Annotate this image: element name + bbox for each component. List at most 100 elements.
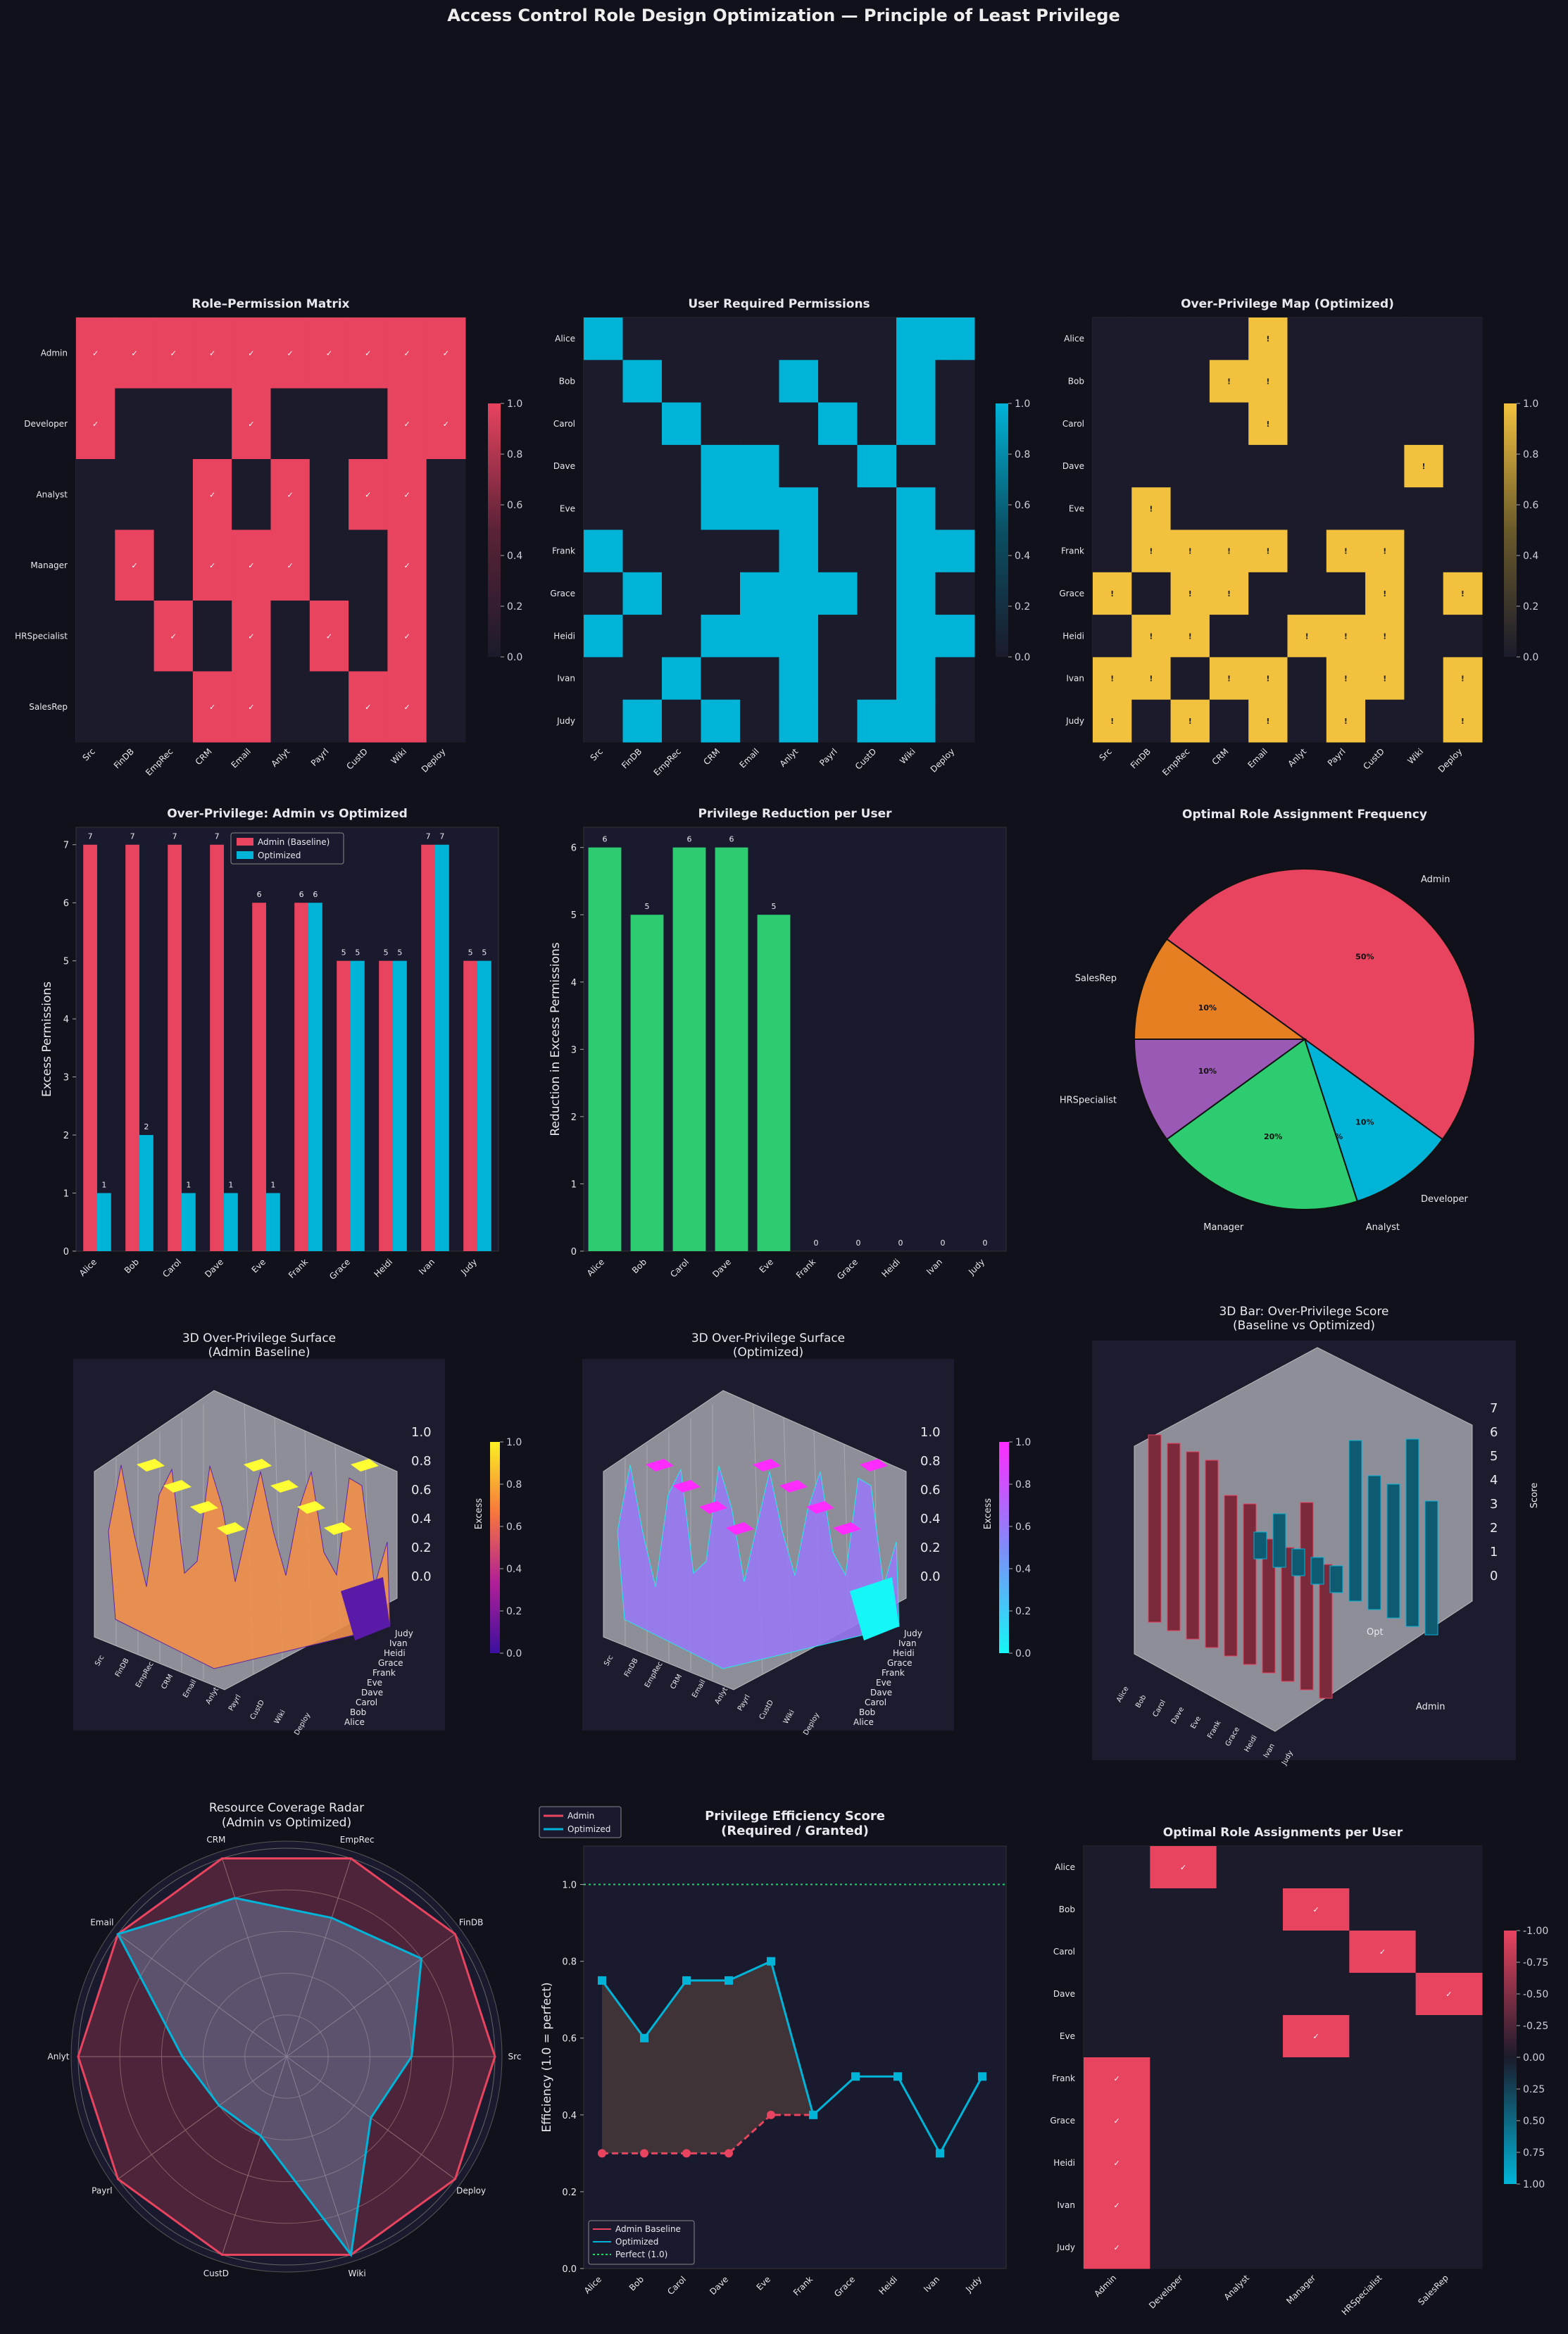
over_privilege_map-xtick-label: CRM (1210, 746, 1231, 767)
assignments-cell (1084, 2057, 1150, 2100)
over_privilege_map-cell (1287, 572, 1327, 615)
over_privilege_map-cell (1093, 360, 1132, 403)
bar3d-title: 3D Bar: Over-Privilege Score (1219, 1305, 1388, 1319)
xtick-label: Dave (708, 2274, 730, 2297)
efficiency-gap-area (602, 1961, 813, 2154)
role_matrix-cell (76, 318, 115, 389)
ztick-label: 1.0 (920, 1425, 941, 1440)
user_required-cell (779, 487, 819, 530)
over_privilege_map-cell (1404, 402, 1444, 446)
assignments-colorbar-tick-label: 0.00 (1523, 2052, 1545, 2064)
over_privilege_map-cell-marker: ! (1461, 589, 1464, 598)
over_privilege_map-cell (1248, 572, 1288, 615)
assignments-ytick-label: Grace (1050, 2116, 1075, 2126)
user_required-cell (857, 615, 897, 658)
z-axis-label: Score (1529, 1483, 1540, 1508)
user_required-colorbar-tick-label: 0.8 (1015, 449, 1030, 460)
over_privilege_map-cell (1443, 572, 1483, 615)
user_required-cell (779, 318, 819, 360)
optimized-point (640, 2033, 648, 2043)
user_required-cell (857, 360, 897, 403)
user_required-cell (740, 487, 779, 530)
surface-peak (324, 1522, 352, 1535)
bar-value-label: 5 (772, 902, 777, 911)
bar-value-label: 1 (101, 1181, 106, 1190)
role_matrix-cell (232, 388, 271, 460)
assignments-cell (1216, 2142, 1284, 2185)
user_required-colorbar-tick-label: 0.2 (1015, 601, 1030, 613)
user_required-cell (896, 615, 936, 658)
legend: Admin (Baseline) Optimized (230, 832, 344, 865)
pie-pct-label: 20% (1264, 1132, 1282, 1141)
role_matrix-cell (426, 459, 466, 530)
over_privilege_map-cell (1443, 529, 1483, 573)
xtick-label: Heidi (877, 2274, 900, 2297)
radar-axis-label: Wiki (349, 2269, 366, 2278)
surface-peak (699, 1501, 727, 1514)
bar-value-label: 1 (228, 1181, 233, 1190)
user_required-cell (779, 572, 819, 615)
role_matrix-cell (232, 318, 271, 389)
surface_opt-colorbar-tick-label: 0.4 (1015, 1564, 1031, 1575)
xtick-label: Alice (77, 1257, 99, 1278)
surface_admin-colorbar-tick-label: 0.4 (506, 1564, 522, 1575)
user_required-xtick-label: Anlyt (778, 746, 801, 769)
role_matrix-cell-marker: ✓ (248, 632, 254, 641)
user_required-cell (584, 402, 623, 446)
surface_opt-colorbar (999, 1442, 1009, 1653)
over_privilege_map-cell-marker: ! (1188, 717, 1192, 726)
user_required-cell (896, 657, 936, 701)
role_matrix-cell (115, 459, 155, 530)
assignments-cell (1283, 2184, 1350, 2227)
radar-spoke (118, 1933, 287, 2057)
ytick-label: Carol (865, 1698, 886, 1707)
over_privilege_map-cell (1093, 487, 1132, 530)
over_privilege_map-cell (1326, 402, 1366, 446)
xtick-label: Dave (710, 1257, 733, 1279)
assignments-cell (1084, 2184, 1150, 2227)
user_required-cell (584, 360, 623, 403)
surface_admin-subtitle: (Admin Baseline) (208, 1345, 311, 1360)
bar (266, 1193, 280, 1251)
bar-value-label: 6 (257, 890, 262, 899)
user_required-xtick-label: Email (737, 746, 760, 770)
assignments-colorbar-tick-label: 0.50 (1523, 2116, 1545, 2127)
assignments-cell (1150, 1846, 1217, 1889)
role_matrix-ytick-label: Developer (24, 419, 68, 429)
user_required-cell (818, 487, 858, 530)
over_privilege_map-cell (1170, 360, 1210, 403)
role_matrix-cell-marker: ✓ (403, 420, 410, 429)
optimized-point (767, 1957, 775, 1966)
bar-value-label: 7 (215, 832, 220, 841)
role_matrix-cell (387, 459, 427, 530)
assignments-xtick-label: Admin (1092, 2273, 1118, 2299)
assignments-ytick-label: Alice (1055, 1862, 1075, 1872)
ytick-label: 2 (571, 1112, 577, 1123)
assignments-cell (1283, 2057, 1350, 2100)
role_matrix-cell (270, 671, 311, 743)
user_required-cell (584, 529, 623, 573)
over_privilege_map-ytick-label: Frank (1061, 546, 1084, 556)
pie-slice (1133, 938, 1307, 1040)
role_matrix-cell-marker: ✓ (209, 703, 215, 712)
user_required-cell (818, 402, 858, 446)
over_privilege_map-ytick-label: Dave (1062, 461, 1084, 471)
bar3d-bar (1291, 1548, 1305, 1576)
over_privilege_map-cell (1131, 699, 1172, 743)
user_required-cell (662, 699, 701, 743)
over_privilege_map-cell (1209, 699, 1249, 743)
ytick-label: Dave (870, 1688, 892, 1698)
over_privilege_map-cell (1248, 657, 1288, 701)
user_required-cell (818, 699, 858, 743)
role_matrix-cell (349, 388, 388, 460)
radar-axis-label: CustD (203, 2269, 229, 2278)
over_privilege_map-cell (1093, 529, 1132, 573)
ztick-label: 0.8 (411, 1454, 432, 1469)
legend-label: Admin Baseline (615, 2224, 681, 2234)
role_matrix-cell (270, 601, 311, 672)
xtick-label: Judy (458, 1257, 479, 1277)
over_privilege_map-xtick-label: Payrl (1326, 746, 1348, 768)
ytick-label: 0.2 (562, 2188, 577, 2198)
over_privilege_map-cell (1365, 572, 1405, 615)
surface_opt-colorbar-tick-label: 0.2 (1015, 1606, 1031, 1617)
